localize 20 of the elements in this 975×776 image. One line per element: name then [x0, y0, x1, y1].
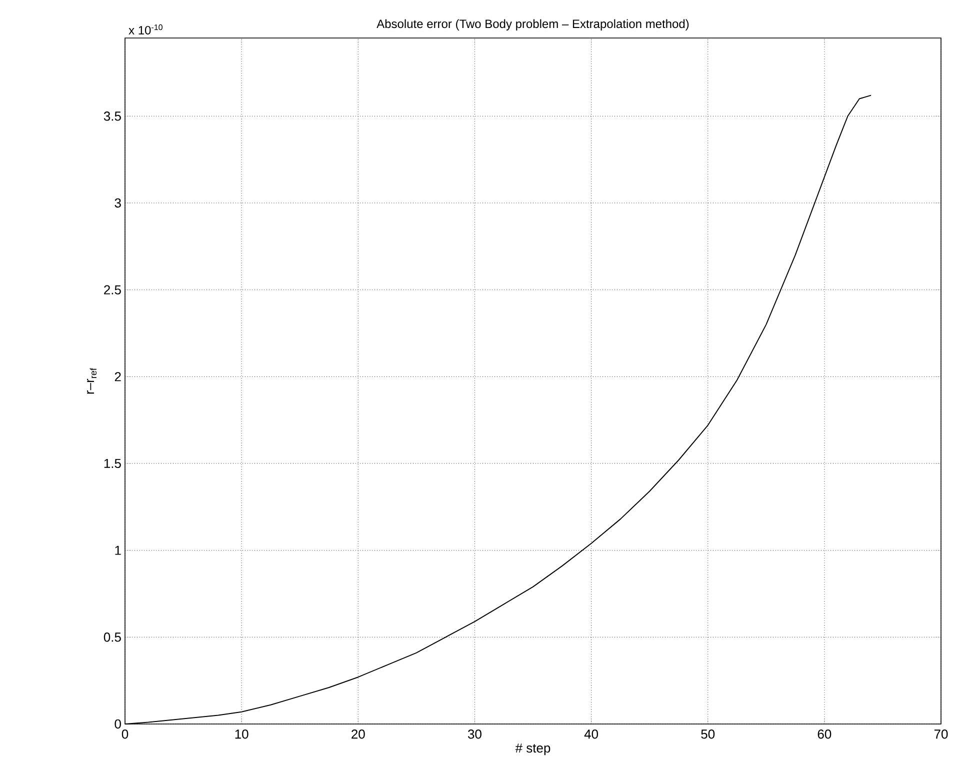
y-tick-label: 0.5 — [104, 632, 121, 642]
x-axis-title: # step — [515, 744, 550, 756]
x-tick-label: 70 — [934, 730, 948, 739]
y-tick-label: 0 — [114, 719, 121, 729]
y-tick-label: 3.5 — [104, 112, 121, 121]
x-tick-label: 10 — [235, 730, 248, 739]
x-tick-label: 20 — [352, 730, 365, 739]
y-tick-label: 3 — [114, 198, 121, 208]
chart-title: Absolute error (Two Body problem – Extrapolation method) — [376, 19, 689, 30]
x-tick-label: 0 — [122, 730, 128, 739]
y-tick-label: 2.5 — [104, 285, 121, 294]
x-tick-label: 50 — [701, 730, 715, 739]
y-tick-label: 2 — [114, 372, 121, 382]
x-tick-label: 30 — [468, 730, 482, 739]
y-tick-label: 1 — [115, 546, 121, 555]
x-tick-label: 40 — [584, 730, 598, 739]
y-axis-title: r–r$_{ref}$ — [87, 368, 97, 394]
y-tick-label: 1.5 — [104, 458, 121, 468]
x-tick-label: 60 — [818, 730, 832, 739]
text: x 10$^{-10}$ — [128, 24, 162, 34]
